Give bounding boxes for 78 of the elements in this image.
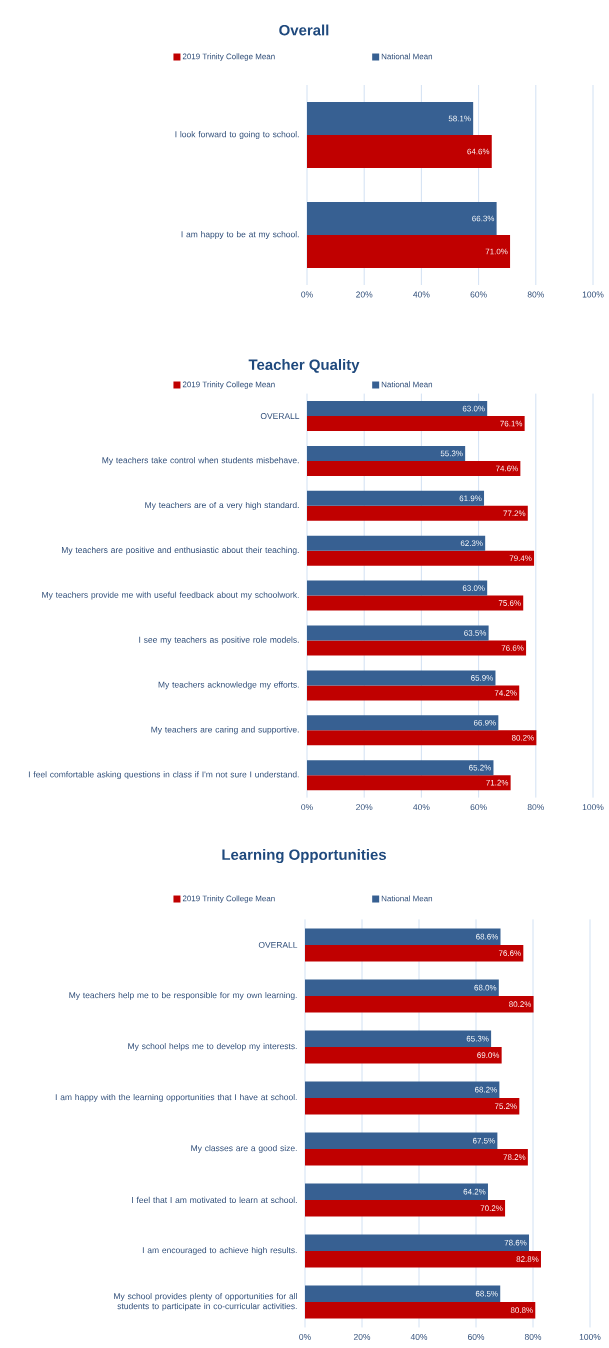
bar (307, 640, 527, 656)
chart-title: Teacher Quality (248, 359, 360, 373)
bar (307, 490, 485, 506)
bar (305, 1081, 500, 1098)
bar (307, 670, 496, 686)
bar (305, 1097, 520, 1115)
bar (307, 235, 511, 268)
y-tick-label: My teachers help me to be responsible for my own learning. (69, 991, 297, 1000)
y-tick-label: My classes are a good size. (191, 1144, 297, 1153)
bar (307, 625, 489, 641)
bar (305, 1250, 541, 1268)
bar (307, 135, 492, 168)
x-tick-label: 20% (356, 291, 373, 298)
x-tick-label: 20% (353, 1333, 371, 1340)
bar (307, 445, 466, 461)
y-tick-label: My teachers are of a very high standard. (145, 501, 299, 510)
y-tick-label: My teachers take control when students misbehave. (102, 456, 299, 465)
x-tick-label: 80% (527, 804, 544, 811)
bar (307, 685, 520, 701)
y-tick-label: OVERALL (258, 941, 298, 948)
bar (305, 1148, 528, 1166)
y-tick-label: I am happy with the learning opportunities that I have at school. (55, 1093, 297, 1102)
y-tick-label: I am encouraged to achieve high results. (142, 1246, 297, 1255)
bar (307, 460, 521, 476)
x-tick-label: 60% (467, 1333, 485, 1340)
bar (305, 979, 499, 996)
y-tick-label: I feel comfortable asking questions in class if I'm not sure I understand. (28, 771, 299, 780)
bar (307, 416, 525, 432)
y-tick-label: I see my teachers as positive role models. (139, 636, 299, 645)
y-tick-label: My school helps me to develop my interests. (128, 1042, 297, 1051)
bar (307, 715, 499, 731)
bar (305, 1030, 492, 1047)
bar (305, 1285, 501, 1302)
chart-title: Overall (279, 24, 329, 36)
bar (305, 1234, 530, 1251)
x-tick-label: 80% (527, 291, 544, 298)
x-tick-label: 40% (413, 291, 430, 298)
y-tick-label: I look forward to going to school. (175, 131, 299, 139)
x-tick-label: 0% (301, 804, 313, 811)
x-tick-label: 0% (301, 291, 313, 298)
bar (305, 1199, 506, 1217)
x-tick-label: 80% (524, 1333, 542, 1340)
bar (307, 550, 535, 566)
y-tick-label: My teachers are positive and enthusiastic about their teaching. (61, 546, 299, 555)
x-tick-label: 40% (413, 804, 430, 811)
bar (305, 995, 534, 1013)
y-tick-label: I am happy to be at my school. (181, 231, 299, 239)
bar (307, 202, 497, 235)
x-tick-label: 100% (582, 804, 604, 811)
bar (307, 535, 486, 551)
x-tick-label: 100% (579, 1333, 601, 1340)
bar (305, 944, 524, 962)
y-tick-label: My teachers are caring and supportive. (151, 726, 299, 735)
bar (307, 760, 494, 776)
bar (305, 928, 501, 945)
x-tick-label: 0% (299, 1333, 311, 1340)
chart-title: Learning Opportunities (222, 849, 386, 864)
bar (305, 1301, 536, 1319)
x-tick-label: 40% (410, 1333, 428, 1340)
y-tick-label: OVERALL (260, 413, 300, 420)
bar (307, 580, 488, 596)
bar (305, 1183, 488, 1200)
bar (307, 401, 488, 417)
x-tick-label: 100% (582, 291, 604, 298)
bar (305, 1132, 498, 1149)
bar (307, 505, 528, 521)
bar (307, 595, 524, 611)
x-tick-label: 60% (470, 291, 487, 298)
bar (307, 730, 537, 746)
y-tick-label: My teachers provide me with useful feedback about my schoolwork. (42, 591, 299, 600)
x-tick-label: 20% (356, 804, 373, 811)
bar (307, 102, 474, 135)
y-tick-label: My school provides plenty of opportunities for all students to participate in co-curricular activities. (114, 1292, 297, 1311)
bar (305, 1046, 502, 1064)
y-tick-label: I feel that I am motivated to learn at school. (132, 1196, 297, 1204)
bar (307, 775, 511, 791)
x-tick-label: 60% (470, 804, 487, 811)
y-tick-label: My teachers acknowledge my efforts. (158, 681, 299, 690)
